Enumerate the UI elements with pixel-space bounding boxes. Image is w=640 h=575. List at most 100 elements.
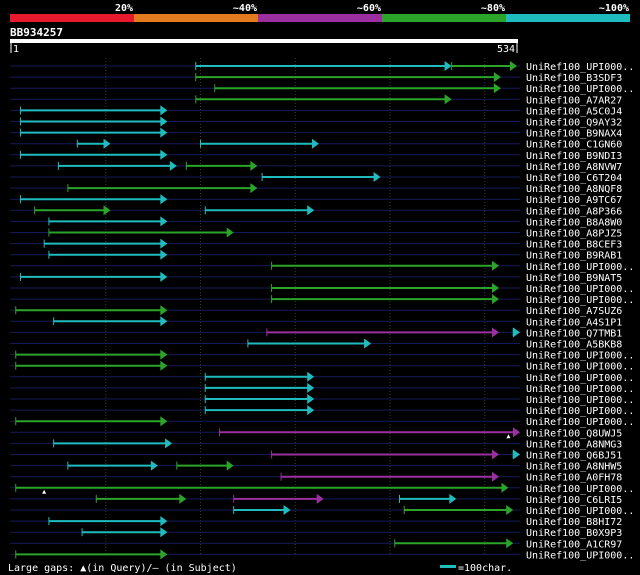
hit-segment-arrow bbox=[513, 427, 520, 438]
hit-row[interactable]: UniRef100_A0FH78 bbox=[10, 471, 622, 484]
hit-label[interactable]: UniRef100_C1GN60 bbox=[526, 140, 622, 151]
hit-row[interactable]: UniRef100_UPI000.. bbox=[10, 371, 634, 384]
hit-row[interactable]: UniRef100_B3SDF3 bbox=[10, 72, 622, 84]
hit-segment-arrow bbox=[160, 194, 168, 205]
hit-row[interactable]: UniRef100_Q9AY32 bbox=[10, 116, 622, 129]
hit-row[interactable]: UniRef100_B0X9P3 bbox=[10, 527, 622, 539]
hit-row[interactable]: UniRef100_A8NVW7 bbox=[10, 160, 622, 173]
hit-row[interactable]: UniRef100_A7AR27 bbox=[10, 94, 622, 106]
hit-row[interactable]: UniRef100_UPI000.. bbox=[10, 349, 634, 362]
hit-label[interactable]: UniRef100_UPI000.. bbox=[526, 295, 634, 306]
hit-label[interactable]: UniRef100_UPI000.. bbox=[526, 384, 634, 395]
hit-label[interactable]: UniRef100_A5BKB8 bbox=[526, 340, 622, 351]
hit-label[interactable]: UniRef100_A8NHW5 bbox=[526, 462, 622, 473]
hit-segment-arrow bbox=[160, 149, 168, 160]
hit-label[interactable]: UniRef100_A8PJZ5 bbox=[526, 229, 622, 240]
hit-label[interactable]: UniRef100_B9NAX4 bbox=[526, 129, 622, 140]
hit-label[interactable]: UniRef100_Q9AY32 bbox=[526, 118, 622, 129]
hit-label[interactable]: UniRef100_B9NDI3 bbox=[526, 151, 622, 162]
hit-row[interactable]: UniRef100_A4S1P1 bbox=[10, 316, 622, 328]
hit-label[interactable]: UniRef100_A0FH78 bbox=[526, 473, 622, 484]
hit-label[interactable]: UniRef100_B8HI72 bbox=[526, 517, 622, 528]
hit-row[interactable]: UniRef100_B8CEF3 bbox=[10, 238, 622, 251]
hit-row[interactable]: UniRef100_A8NQF8 bbox=[10, 183, 622, 195]
hit-label[interactable]: UniRef100_A7AR27 bbox=[526, 95, 622, 106]
hit-label[interactable]: UniRef100_UPI000.. bbox=[526, 550, 634, 561]
hit-label[interactable]: UniRef100_A1CR97 bbox=[526, 539, 622, 550]
hit-row[interactable]: UniRef100_UPI000.. bbox=[10, 394, 634, 406]
hit-row[interactable]: UniRef100_B9RAB1 bbox=[10, 249, 622, 262]
hit-label[interactable]: UniRef100_UPI000.. bbox=[526, 284, 634, 295]
hit-label[interactable]: UniRef100_B0X9P3 bbox=[526, 528, 622, 539]
hit-label[interactable]: UniRef100_A4S1P1 bbox=[526, 317, 622, 328]
hit-row[interactable]: UniRef100_A8NHW5 bbox=[10, 460, 622, 473]
hit-label[interactable]: UniRef100_B3SDF3 bbox=[526, 73, 622, 84]
hit-label[interactable]: UniRef100_B8CEF3 bbox=[526, 240, 622, 251]
hit-label[interactable]: UniRef100_B9NAT5 bbox=[526, 273, 622, 284]
hit-row[interactable]: UniRef100_Q6BJ51 bbox=[10, 449, 622, 462]
hit-label[interactable]: UniRef100_UPI000.. bbox=[526, 373, 634, 384]
hit-row[interactable]: UniRef100_A5BKB8 bbox=[10, 338, 622, 351]
hit-row[interactable]: UniRef100_C6LRI5 bbox=[10, 493, 622, 506]
hit-row[interactable]: UniRef100_UPI000.. bbox=[10, 283, 634, 295]
hit-row[interactable]: UniRef100_A7SUZ6 bbox=[10, 305, 622, 317]
hit-label[interactable]: UniRef100_UPI000.. bbox=[526, 395, 634, 406]
legend-label-1: 20% bbox=[115, 3, 133, 14]
hit-row[interactable]: UniRef100_B9NDI3 bbox=[10, 149, 622, 162]
hit-label[interactable]: UniRef100_A8P366 bbox=[526, 206, 622, 217]
hit-row[interactable]: UniRef100_UPI000.. bbox=[10, 405, 634, 417]
hit-label[interactable]: UniRef100_B8A8W0 bbox=[526, 217, 622, 228]
hit-label[interactable]: UniRef100_UPI000.. bbox=[526, 406, 634, 417]
hit-row[interactable]: UniRef100_B9NAX4 bbox=[10, 127, 622, 140]
hit-label[interactable]: UniRef100_A8NVW7 bbox=[526, 162, 622, 173]
hit-label[interactable]: UniRef100_A8NQF8 bbox=[526, 184, 622, 195]
hit-row[interactable]: UniRef100_A8NMG3 bbox=[10, 438, 622, 450]
hit-row[interactable]: UniRef100_C6T204 bbox=[10, 172, 622, 184]
hit-row[interactable]: UniRef100_UPI000.. bbox=[10, 260, 634, 273]
hit-row[interactable]: UniRef100_Q8UWJ5 bbox=[10, 427, 622, 439]
hit-label[interactable]: UniRef100_UPI000.. bbox=[526, 62, 634, 73]
hit-row[interactable]: UniRef100_B9NAT5 bbox=[10, 271, 622, 284]
hit-row[interactable]: UniRef100_UPI000.. bbox=[10, 83, 634, 95]
hit-label[interactable]: UniRef100_UPI000.. bbox=[526, 506, 634, 517]
hit-label[interactable]: UniRef100_UPI000.. bbox=[526, 351, 634, 362]
hit-row[interactable]: UniRef100_UPI000.. bbox=[10, 61, 634, 73]
hit-label[interactable]: UniRef100_Q6BJ51 bbox=[526, 451, 622, 462]
hit-label[interactable]: UniRef100_UPI000.. bbox=[526, 262, 634, 273]
hit-row[interactable]: UniRef100_A1CR97 bbox=[10, 538, 622, 550]
hit-row[interactable]: UniRef100_A9TC67 bbox=[10, 194, 622, 206]
hit-row[interactable]: UniRef100_UPI000.. bbox=[10, 294, 634, 306]
hit-segment-arrow bbox=[103, 138, 111, 149]
hit-label[interactable]: UniRef100_B9RAB1 bbox=[526, 251, 622, 262]
hit-label[interactable]: UniRef100_UPI000.. bbox=[526, 84, 634, 95]
hit-label[interactable]: UniRef100_C6LRI5 bbox=[526, 495, 622, 506]
hit-row[interactable]: UniRef100_B8HI72 bbox=[10, 516, 622, 528]
hit-label[interactable]: UniRef100_UPI000.. bbox=[526, 484, 634, 495]
hit-label[interactable]: UniRef100_A7SUZ6 bbox=[526, 306, 622, 317]
hit-row[interactable]: UniRef100_UPI000.. bbox=[10, 549, 634, 561]
legend-label-3: ~60% bbox=[357, 3, 381, 14]
hit-row[interactable]: UniRef100_A8PJZ5 bbox=[10, 227, 622, 240]
hit-row[interactable]: UniRef100_Q7TMB1 bbox=[10, 327, 622, 339]
hit-row[interactable]: UniRef100_A8P366 bbox=[10, 205, 622, 217]
hit-row[interactable]: UniRef100_UPI000.. bbox=[10, 416, 634, 428]
hit-label[interactable]: UniRef100_UPI000.. bbox=[526, 417, 634, 428]
hit-segment-arrow bbox=[444, 94, 452, 105]
hit-label[interactable]: UniRef100_C6T204 bbox=[526, 173, 622, 184]
hit-label[interactable]: UniRef100_A9TC67 bbox=[526, 195, 622, 206]
hit-label[interactable]: UniRef100_UPI000.. bbox=[526, 362, 634, 373]
hit-row[interactable]: UniRef100_B8A8W0 bbox=[10, 216, 622, 228]
query-id: BB934257 bbox=[10, 26, 63, 39]
hit-row[interactable]: UniRef100_UPI000.. bbox=[10, 505, 634, 517]
hit-label[interactable]: UniRef100_Q7TMB1 bbox=[526, 328, 622, 339]
hit-segment-arrow bbox=[316, 493, 324, 504]
hit-row[interactable]: UniRef100_UPI000.. bbox=[10, 382, 634, 395]
hit-label[interactable]: UniRef100_A8NMG3 bbox=[526, 439, 622, 450]
hit-segment-arrow bbox=[513, 327, 520, 338]
hit-label[interactable]: UniRef100_Q8UWJ5 bbox=[526, 428, 622, 439]
hit-row[interactable]: UniRef100_A5C0J4 bbox=[10, 105, 622, 117]
hit-row[interactable]: UniRef100_C1GN60 bbox=[10, 138, 622, 151]
hit-label[interactable]: UniRef100_A5C0J4 bbox=[526, 106, 622, 117]
hit-row[interactable]: UniRef100_UPI000.. bbox=[10, 360, 634, 373]
hit-row[interactable]: UniRef100_UPI000.. bbox=[10, 482, 634, 495]
